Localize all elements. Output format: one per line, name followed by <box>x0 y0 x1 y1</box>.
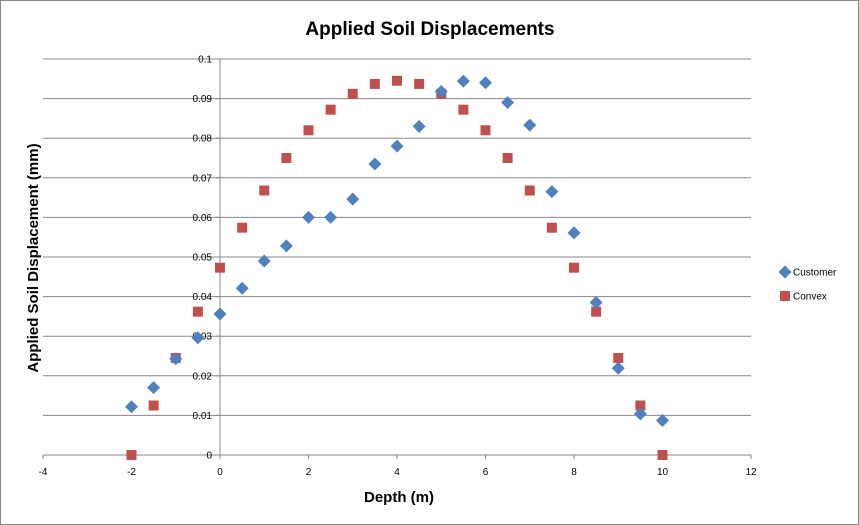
data-point-customer <box>545 185 559 199</box>
x-tick-label: 6 <box>483 467 489 478</box>
data-point-convex <box>635 400 646 411</box>
legend-marker-customer <box>778 265 792 279</box>
x-tick-label: 4 <box>394 467 400 478</box>
x-tick-label: 10 <box>657 467 669 478</box>
data-point-customer <box>213 307 227 321</box>
data-point-customer <box>633 407 647 421</box>
x-tick-label: 2 <box>306 467 312 478</box>
x-tick-label: 8 <box>571 467 577 478</box>
data-point-convex <box>347 88 358 99</box>
data-point-convex <box>591 306 602 317</box>
data-point-convex <box>524 185 535 196</box>
data-point-customer <box>125 400 138 414</box>
y-tick-label: 0.06 <box>193 213 213 224</box>
data-point-customer <box>235 281 249 295</box>
data-point-customer <box>279 239 293 253</box>
data-point-customer <box>479 76 492 90</box>
x-tick-label: -4 <box>39 467 48 478</box>
data-point-customer <box>611 361 625 375</box>
data-point-convex <box>546 222 557 233</box>
data-point-convex <box>237 222 248 233</box>
data-point-convex <box>392 75 402 86</box>
data-point-customer <box>324 210 338 224</box>
data-point-convex <box>126 450 137 460</box>
axes <box>42 58 752 459</box>
data-point-customer <box>169 352 183 366</box>
legend: Customer Convex <box>778 265 837 303</box>
data-point-convex <box>369 78 380 89</box>
data-point-convex <box>148 400 159 411</box>
data-point-customer <box>656 414 669 428</box>
data-point-customer <box>346 192 360 206</box>
data-point-customer <box>412 119 426 133</box>
data-point-convex <box>325 104 336 115</box>
legend-label-customer: Customer <box>793 268 837 279</box>
data-point-customer <box>589 296 603 310</box>
y-tick-label: 0.05 <box>193 253 213 264</box>
y-tick-label: 0 <box>206 451 212 462</box>
data-point-convex <box>569 262 579 273</box>
legend-marker-convex <box>780 291 790 301</box>
chart-title: Applied Soil Displacements <box>305 19 554 40</box>
data-point-customer <box>191 331 205 345</box>
y-tick-label: 0.1 <box>198 55 212 66</box>
x-tick-label: 12 <box>745 467 757 478</box>
data-point-convex <box>502 153 513 163</box>
data-point-convex <box>215 262 225 273</box>
legend-label-convex: Convex <box>793 292 827 303</box>
data-point-convex <box>414 78 425 89</box>
y-tick-label: 0.02 <box>193 371 213 382</box>
data-point-customer <box>147 381 161 395</box>
data-series <box>125 74 669 460</box>
y-tick-label: 0.07 <box>193 173 213 184</box>
data-point-convex <box>480 125 491 136</box>
x-tick-label: 0 <box>217 467 223 478</box>
data-point-convex <box>657 450 668 460</box>
data-point-customer <box>257 254 271 268</box>
data-point-customer <box>567 226 581 240</box>
series-customer <box>125 74 669 428</box>
y-tick-label: 0.01 <box>193 411 213 422</box>
data-point-customer <box>390 139 404 153</box>
data-point-convex <box>613 352 624 363</box>
tick-labels: 00.010.020.030.040.050.060.070.080.090.1… <box>39 55 757 479</box>
data-point-convex <box>192 306 203 317</box>
data-point-customer <box>456 74 470 88</box>
data-point-customer <box>302 210 315 224</box>
data-point-customer <box>523 118 537 132</box>
data-point-convex <box>303 125 314 136</box>
data-point-convex <box>259 185 270 196</box>
x-axis-title: Depth (m) <box>364 489 434 506</box>
y-tick-label: 0.09 <box>193 94 213 105</box>
gridlines <box>43 58 751 416</box>
y-tick-label: 0.04 <box>193 292 213 303</box>
x-tick-label: -2 <box>127 467 136 478</box>
y-tick-label: 0.08 <box>193 134 213 145</box>
data-point-customer <box>434 84 448 98</box>
data-point-convex <box>458 104 469 115</box>
y-axis-title: Applied Soil Displacement (mm) <box>25 143 42 372</box>
data-point-convex <box>281 153 292 163</box>
data-point-customer <box>501 96 515 110</box>
data-point-customer <box>368 157 382 171</box>
